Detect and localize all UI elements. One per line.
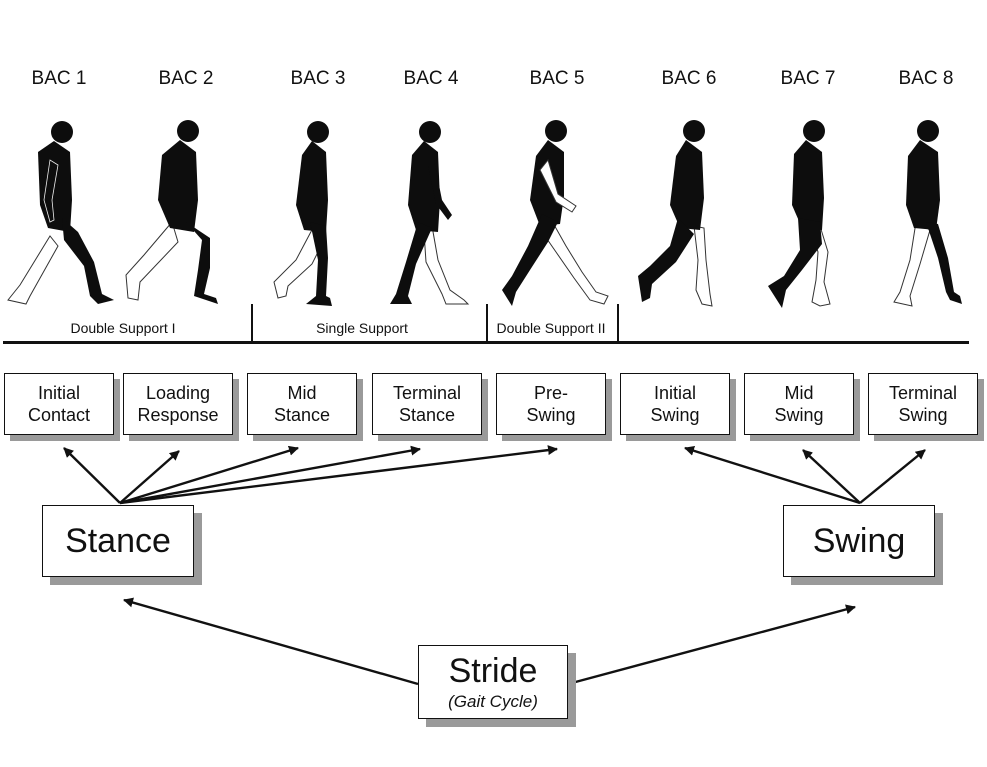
phase-box-line-2: Stance: [273, 405, 331, 425]
phase-box-terminal-swing: Terminal Swing: [868, 373, 978, 435]
support-timeline: [3, 341, 969, 344]
support-divider-2: [486, 304, 488, 342]
arrow-swing-terminal-swing: [859, 449, 926, 504]
walking-figure-4: [390, 121, 470, 305]
support-phase-double-2: Double Support II: [496, 320, 606, 336]
arrow-stance-mid-stance: [119, 445, 299, 505]
phase-box-line-1: Initial: [653, 383, 697, 403]
support-phase-single: Single Support: [316, 320, 408, 336]
phase-box-line-2: Swing: [774, 405, 824, 425]
arrow-stance-loading-response: [119, 450, 180, 504]
phase-box-line-1: Terminal: [392, 383, 462, 403]
phase-box-loading-response: Loading Response: [123, 373, 233, 435]
bac-label-5: BAC 5: [529, 68, 585, 89]
walking-figure-2: [125, 120, 218, 304]
stride-box: Stride (Gait Cycle): [418, 645, 568, 719]
arrow-stance-initial-contact: [63, 447, 121, 504]
bac-label-3: BAC 3: [290, 68, 346, 89]
phase-box-pre-swing: Pre- Swing: [496, 373, 606, 435]
phase-box-line-1: Pre-: [533, 383, 568, 403]
phase-box-line-2: Contact: [27, 405, 91, 425]
swing-box: Swing: [783, 505, 935, 577]
support-divider-3: [617, 304, 619, 342]
arrow-stance-pre-swing: [119, 445, 558, 505]
arrow-swing-initial-swing: [684, 445, 861, 505]
phase-box-mid-stance: Mid Stance: [247, 373, 357, 435]
arrow-swing-mid-swing: [802, 449, 861, 504]
phase-box-line-2: Swing: [898, 405, 948, 425]
walking-figure-1: [7, 121, 114, 305]
bac-label-6: BAC 6: [661, 68, 717, 89]
walking-figure-7: [768, 120, 831, 308]
stance-box: Stance: [42, 505, 194, 577]
swing-label: Swing: [812, 521, 906, 560]
bac-label-4: BAC 4: [403, 68, 459, 89]
phase-box-line-2: Stance: [398, 405, 456, 425]
bac-label-7: BAC 7: [780, 68, 836, 89]
stride-label: Stride: [448, 652, 538, 690]
bac-label-1: BAC 1: [31, 68, 87, 89]
support-divider-1: [251, 304, 253, 342]
walking-figure-8: [893, 120, 962, 307]
phase-box-line-2: Swing: [650, 405, 700, 425]
arrow-stride-stance: [123, 597, 419, 686]
phase-box-terminal-stance: Terminal Stance: [372, 373, 482, 435]
stride-sublabel: (Gait Cycle): [448, 692, 538, 711]
phase-box-line-1: Terminal: [888, 383, 958, 403]
walking-figures: [7, 120, 962, 308]
arrow-stride-swing: [567, 604, 856, 686]
phase-box-line-1: Initial: [37, 383, 81, 403]
phase-box-line-2: Swing: [526, 405, 576, 425]
stance-label: Stance: [65, 521, 171, 560]
phase-box-initial-swing: Initial Swing: [620, 373, 730, 435]
phase-box-line-1: Mid: [784, 383, 814, 403]
phase-box-mid-swing: Mid Swing: [744, 373, 854, 435]
walking-figure-6: [638, 120, 713, 307]
phase-box-line-2: Response: [137, 405, 219, 425]
bac-label-8: BAC 8: [898, 68, 954, 89]
arrow-stance-terminal-stance: [119, 445, 421, 505]
walking-figure-5: [502, 120, 609, 306]
bac-label-2: BAC 2: [158, 68, 214, 89]
phase-box-line-1: Loading: [145, 383, 211, 403]
phase-box-initial-contact: Initial Contact: [4, 373, 114, 435]
walking-figure-3: [273, 121, 332, 306]
phase-box-line-1: Mid: [287, 383, 317, 403]
support-phase-double-1: Double Support I: [70, 320, 176, 336]
